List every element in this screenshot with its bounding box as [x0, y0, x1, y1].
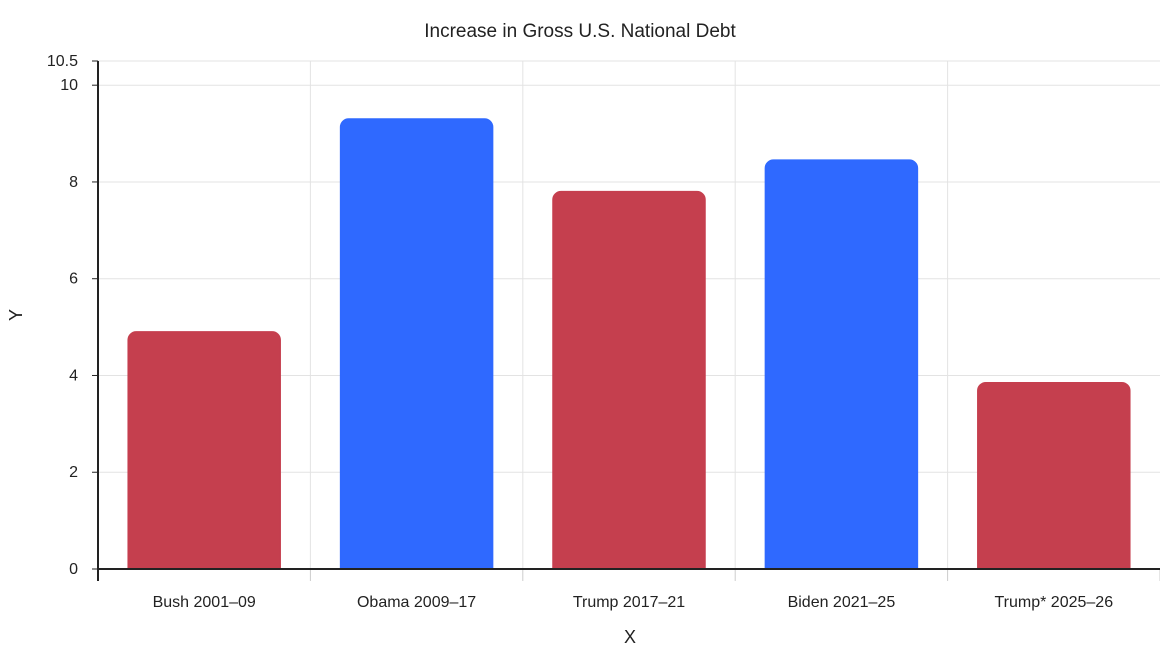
- x-tick-label: Bush 2001–09: [153, 594, 256, 611]
- y-tick-label: 8: [69, 174, 78, 191]
- x-tick-label: Biden 2021–25: [788, 594, 896, 611]
- bars-layer: [99, 118, 1160, 580]
- bar: [764, 159, 919, 578]
- y-tick-label: 10.5: [47, 53, 78, 70]
- x-tick-label: Trump 2017–21: [573, 594, 685, 611]
- y-tick-label: 0: [69, 561, 78, 578]
- axis-mask: [99, 570, 1160, 580]
- bar: [127, 331, 281, 578]
- y-tick-label: 2: [69, 464, 78, 481]
- y-axis-title: Y: [6, 309, 26, 321]
- bar: [977, 381, 1131, 578]
- chart-title: Increase in Gross U.S. National Debt: [424, 21, 736, 42]
- x-tick-label: Trump* 2025–26: [995, 594, 1114, 611]
- x-axis-title: X: [624, 627, 636, 647]
- labels-layer: 0 2 4 6 8 10 10.5 Bush 2001–09 Obama 2009–17 Trum…: [47, 53, 1113, 611]
- x-tick-label: Obama 2009–17: [357, 594, 476, 611]
- bar: [339, 118, 494, 578]
- bar: [552, 190, 706, 578]
- y-tick-label: 6: [69, 271, 78, 288]
- axes-layer: [92, 60, 1160, 581]
- y-tick-label: 4: [69, 367, 78, 384]
- y-tick-label: 10: [60, 77, 78, 94]
